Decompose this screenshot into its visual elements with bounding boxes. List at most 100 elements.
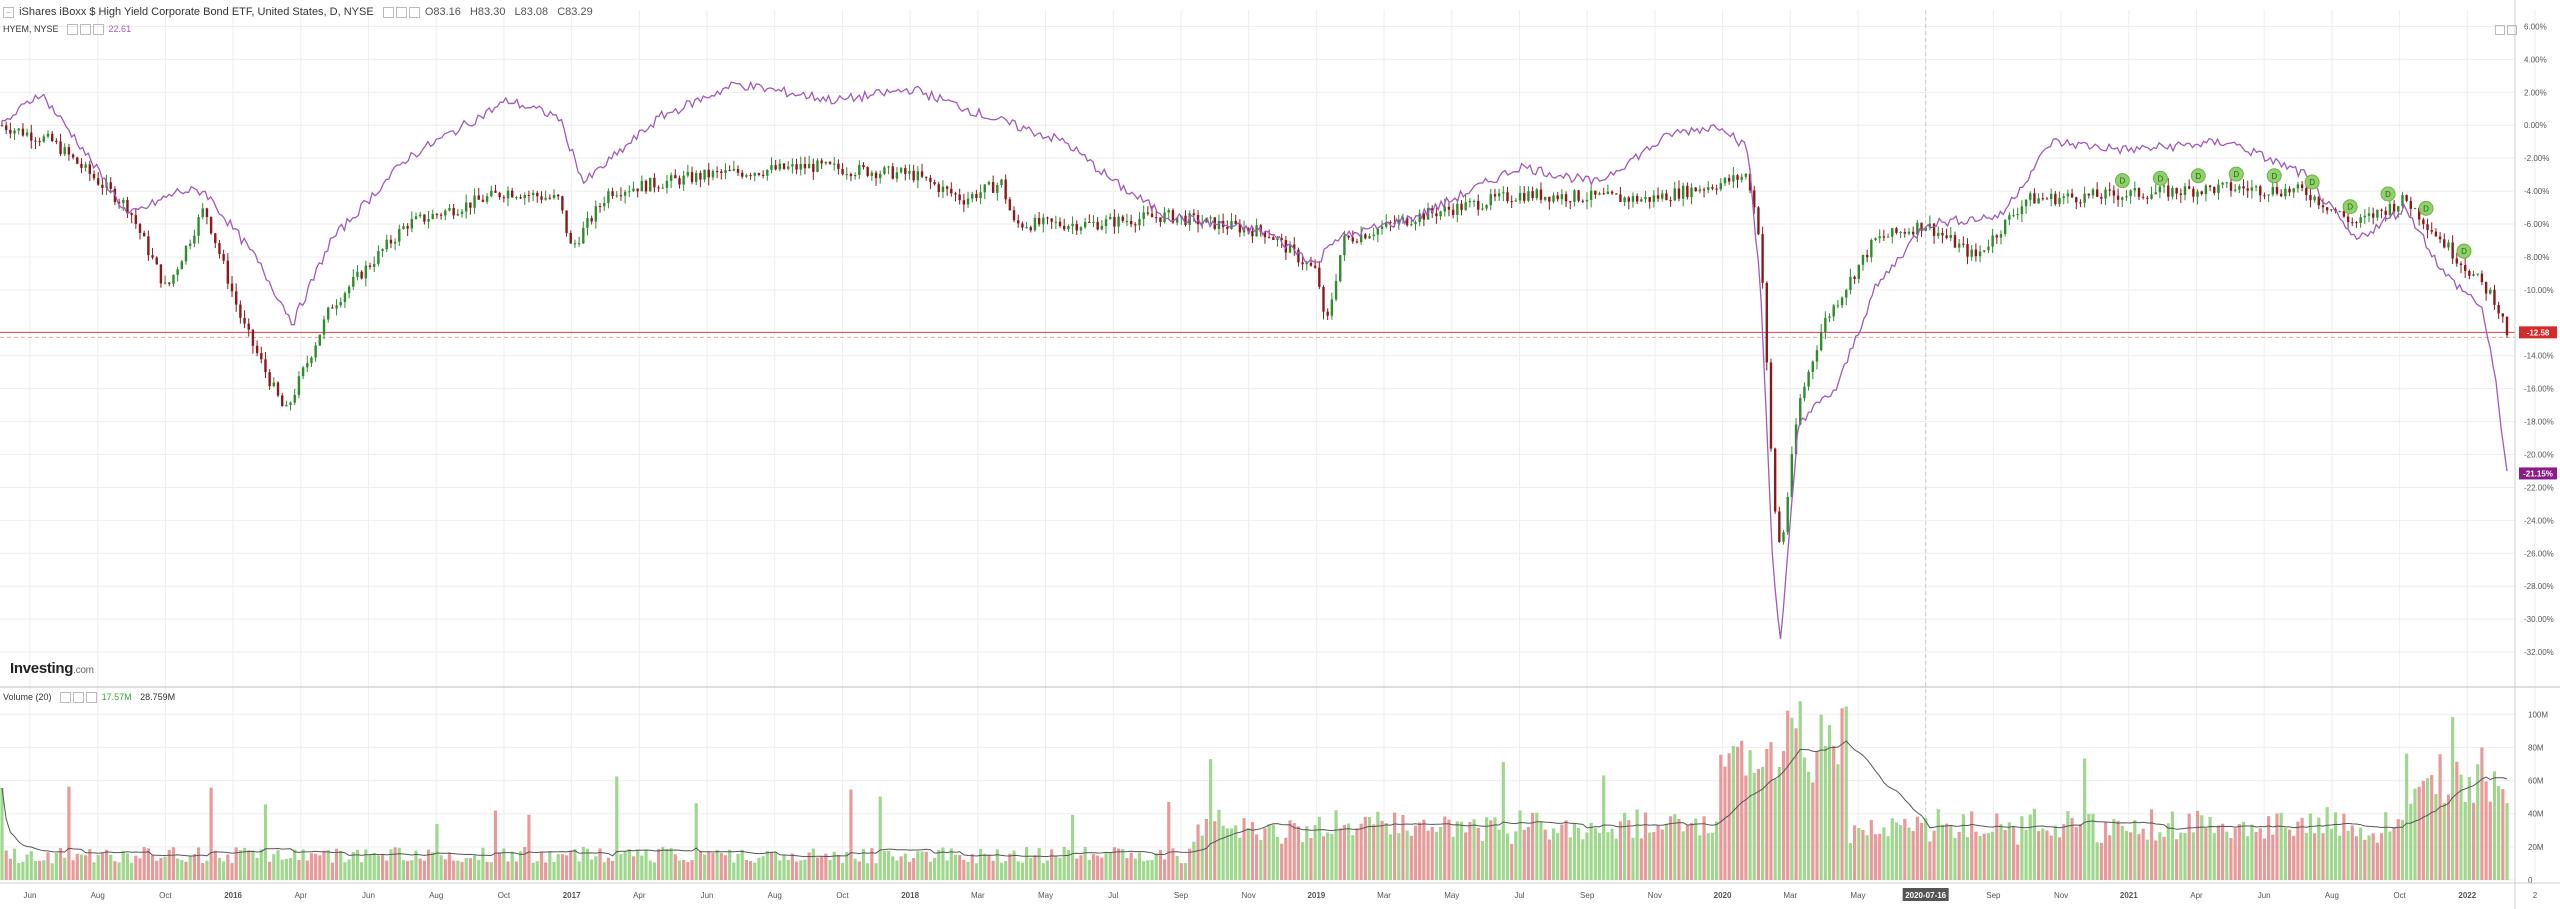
restore-icon[interactable] <box>2507 25 2517 35</box>
candle-body <box>205 208 209 217</box>
volume-bar <box>556 854 560 880</box>
volume-bar <box>1426 830 1430 880</box>
volume-bar <box>1300 842 1305 880</box>
collapse-icon[interactable]: – <box>3 6 14 18</box>
volume-bar <box>1765 748 1769 880</box>
candle-body <box>2263 195 2266 197</box>
candle-body <box>1368 235 1371 239</box>
dividend-marker <box>2190 168 2206 184</box>
candle-body <box>1322 286 1325 312</box>
volume-bar <box>268 861 272 880</box>
volume-bar <box>2057 837 2062 880</box>
volume-bar <box>535 861 539 880</box>
candle-body <box>2330 209 2333 211</box>
volume-eye-icon[interactable] <box>73 692 85 704</box>
candle-body <box>385 239 388 250</box>
candle-body <box>347 286 351 294</box>
candle-body <box>2351 222 2354 224</box>
volume-bar <box>2200 815 2204 880</box>
candle-body <box>2217 184 2220 193</box>
candle-body <box>360 271 363 279</box>
volume-settings-icon[interactable] <box>60 692 72 704</box>
price-axis[interactable]: 6.00% 4.00% 2.00% 0.00% -2.00% -4.00% -6.00% -8… <box>2524 22 2554 657</box>
compare-settings-icon[interactable] <box>67 24 79 36</box>
volume-bar <box>815 857 820 880</box>
volume-bar <box>656 849 661 880</box>
candle-body <box>1343 235 1346 256</box>
volume-bar <box>665 848 669 880</box>
volume-bar <box>2367 835 2371 880</box>
volume-bar <box>2476 764 2480 880</box>
candle-body <box>1104 219 1108 226</box>
volume-bar <box>1756 769 1761 880</box>
volume-bar <box>376 855 380 880</box>
volume-bar <box>564 855 569 880</box>
volume-axis[interactable]: 100M 80M 60M 40M 20M 0 <box>2528 710 2548 885</box>
volume-bar <box>2221 823 2225 880</box>
volume-bar <box>531 862 535 880</box>
volume-bar <box>2120 825 2124 880</box>
candle-body <box>1376 228 1380 235</box>
volume-bar <box>1585 832 1589 880</box>
candle-body <box>958 194 961 201</box>
eye-icon[interactable] <box>395 6 407 18</box>
volume-bar <box>1974 831 1978 880</box>
price-tick-label: -16.00% <box>2524 385 2554 394</box>
candle-body <box>2397 206 2400 212</box>
volume-bar <box>1602 775 1606 880</box>
candle-body <box>1539 189 1543 200</box>
candle-body <box>2070 193 2074 198</box>
price-tick-label: 4.00% <box>2524 55 2547 64</box>
candle-body <box>138 223 142 233</box>
volume-bar <box>1903 818 1907 880</box>
candle-body <box>1556 195 1559 200</box>
candle-body <box>21 128 25 136</box>
volume-bar <box>2308 813 2313 880</box>
volume-bar <box>2229 838 2233 880</box>
volume-bar <box>1083 846 1087 880</box>
volume-bar <box>2170 811 2175 880</box>
time-axis[interactable]: Jun Aug Oct 2016 Apr Jun Aug Oct 2017 Apr Jun Aug Oc… <box>24 888 2538 901</box>
volume-bar <box>452 860 456 880</box>
candle-body <box>1238 223 1242 233</box>
candle-body <box>1071 223 1074 226</box>
compare-value: 22.61 <box>108 24 132 34</box>
candle-body <box>1125 221 1129 223</box>
volume-bar <box>2032 808 2037 880</box>
candle-body <box>2489 289 2492 294</box>
volume-bar <box>2154 840 2158 880</box>
candle-body <box>2087 193 2091 196</box>
candle-body <box>954 193 957 195</box>
candle-body <box>272 382 276 387</box>
candle-body <box>1175 217 1179 223</box>
volume-bar <box>2208 817 2212 880</box>
volume-bar <box>2321 833 2325 880</box>
candle-body <box>853 174 857 177</box>
candle-body <box>318 334 322 346</box>
candle-body <box>452 208 455 216</box>
volume-bar <box>2425 778 2430 880</box>
candle-body <box>623 191 627 196</box>
dividend-markers: D D D D D D D D D D <box>2114 166 2472 259</box>
compare-eye-icon[interactable] <box>80 24 92 36</box>
volume-bar <box>1112 847 1117 880</box>
settings-icon[interactable] <box>382 6 394 18</box>
volume-bar <box>2141 828 2145 880</box>
volume-bar <box>627 849 631 880</box>
close-icon[interactable] <box>408 6 420 18</box>
volume-bar <box>1899 825 1903 880</box>
candle-body <box>1263 231 1267 238</box>
candle-body <box>1966 244 1969 257</box>
volume-bar <box>1698 835 1702 880</box>
volume-bar <box>485 861 489 880</box>
candle-body <box>1134 224 1137 226</box>
candle-body <box>2321 205 2325 208</box>
pane-controls[interactable] <box>2493 22 2517 40</box>
volume-close-icon[interactable] <box>86 692 98 704</box>
compare-close-icon[interactable] <box>93 24 105 36</box>
volume-bar <box>1070 814 1075 880</box>
maximize-icon[interactable] <box>2495 25 2505 35</box>
candle-body <box>2376 209 2379 218</box>
candle-body <box>410 219 414 229</box>
